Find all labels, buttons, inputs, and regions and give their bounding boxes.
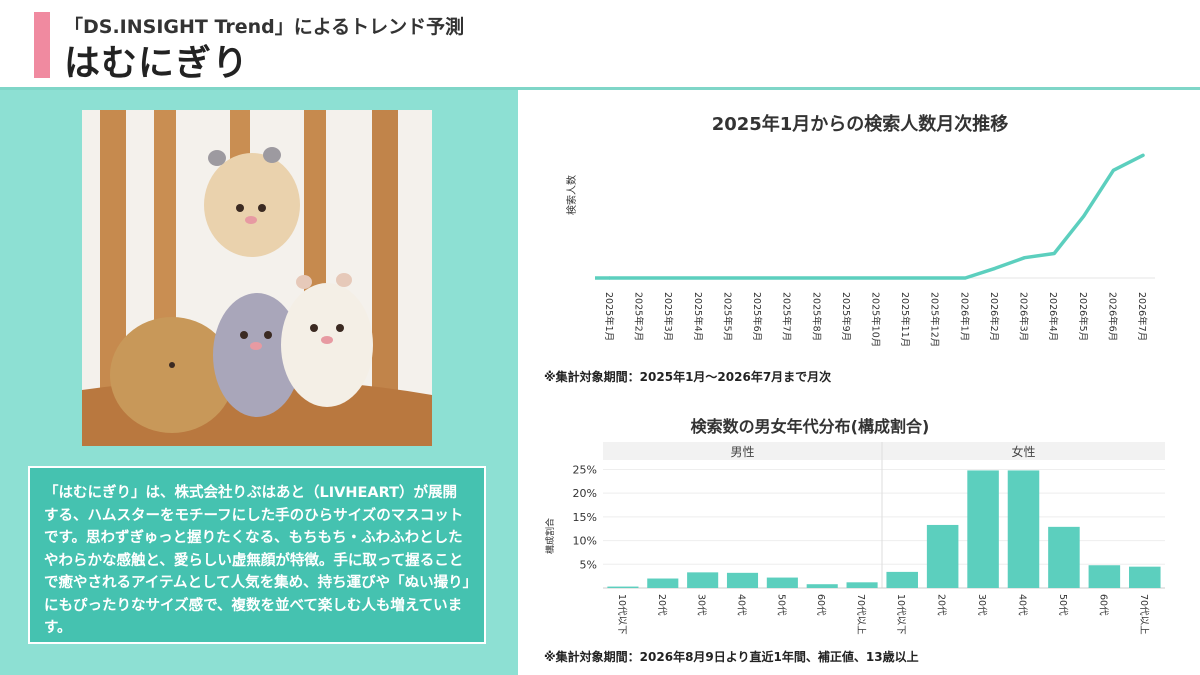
page-title: はむにぎり: [64, 43, 250, 84]
line-x-tick-label: 2026年6月: [1106, 292, 1118, 341]
bar: [926, 524, 959, 588]
bar: [687, 572, 719, 588]
bar-x-tick-label: 50代: [775, 594, 786, 616]
bar-x-tick-label: 60代: [815, 594, 826, 616]
line-x-tick-label: 2025年5月: [721, 292, 733, 341]
page-subtitle: 「DS.INSIGHT Trend」によるトレンド予測: [64, 16, 465, 38]
bar-chart-title: 検索数の男女年代分布(構成割合): [690, 417, 930, 436]
bar-x-tick-label: 10代以下: [616, 594, 627, 635]
line-chart: 検索人数 2025年1月 2025年2月 2025年3月 2025年4月 2025年5月 2…: [565, 153, 1155, 347]
line-x-tick-label: 2025年9月: [840, 292, 852, 341]
line-x-tick-label: 2026年5月: [1077, 292, 1089, 341]
bar-chart-note: ※集計対象期間：2026年8月9日より直近1年間、補正値、13歳以上: [544, 650, 919, 664]
bar-x-tick-label: 30代: [696, 594, 707, 616]
bar-y-tick-label: 15%: [573, 511, 597, 524]
bar: [766, 577, 798, 588]
line-x-tick-label: 2025年12月: [929, 292, 941, 347]
bar-y-tick-label: 10%: [573, 535, 597, 548]
bar-x-tick-label: 70代以上: [1138, 594, 1149, 635]
bar-x-tick-label: 50代: [1057, 594, 1068, 616]
bar-x-tick-label: 10代以下: [895, 594, 906, 635]
line-x-tick-label: 2025年1月: [603, 292, 615, 341]
line-x-tick-label: 2026年3月: [1018, 292, 1030, 341]
facet-label: 女性: [1011, 444, 1035, 459]
line-x-tick-label: 2025年2月: [633, 292, 645, 341]
bar: [607, 586, 639, 588]
line-chart-title: 2025年1月からの検索人数月次推移: [711, 114, 1009, 135]
line-x-tick-label: 2025年8月: [810, 292, 822, 341]
line-x-tick-label: 2026年1月: [958, 292, 970, 341]
line-y-axis-label: 検索人数: [565, 175, 578, 215]
header-divider: [0, 87, 1200, 90]
line-x-tick-label: 2025年6月: [751, 292, 763, 341]
bar-x-tick-label: 20代: [936, 594, 947, 616]
line-x-tick-label: 2025年3月: [662, 292, 674, 341]
line-chart-note: ※集計対象期間：2025年1月～2026年7月まで月次: [544, 370, 832, 384]
bar-y-tick-label: 25%: [573, 463, 597, 476]
bar: [1007, 470, 1040, 588]
bar: [726, 572, 759, 588]
bar: [967, 470, 999, 588]
bar: [846, 582, 878, 588]
bar: [1129, 566, 1161, 588]
page-header: 「DS.INSIGHT Trend」によるトレンド予測 はむにぎり: [0, 0, 1200, 90]
line-x-tick-label: 2026年2月: [988, 292, 1000, 341]
header-accent-bar: [34, 12, 50, 78]
bar: [647, 578, 679, 588]
bar: [1048, 526, 1080, 588]
bar: [1088, 565, 1121, 588]
line-series-path: [608, 153, 1145, 280]
facet-label: 男性: [730, 445, 754, 459]
line-x-tick-label: 2026年4月: [1047, 292, 1059, 341]
description-text: 「はむにぎり」は、株式会社りぶはあと（LIVHEART）が展開する、ハムスターを…: [44, 485, 470, 636]
bar-chart: 構成割合 5% 10% 15% 20% 25% 男性 10代以下 20代 30代 40代 50代 60代…: [544, 442, 1165, 635]
bar-x-tick-label: 40代: [736, 594, 747, 616]
bar-x-tick-label: 40代: [1017, 594, 1028, 616]
bar-y-tick-label: 20%: [573, 487, 597, 500]
bar: [806, 584, 838, 588]
hamster-mascot-illustration: [82, 110, 432, 446]
description-box: 「はむにぎり」は、株式会社りぶはあと（LIVHEART）が展開する、ハムスターを…: [28, 466, 486, 644]
bar-y-axis-label: 構成割合: [544, 518, 556, 554]
line-x-tick-label: 2026年7月: [1136, 292, 1148, 341]
bar-x-tick-label: 30代: [976, 594, 987, 616]
bar-x-tick-label: 20代: [656, 594, 667, 616]
bar: [886, 571, 918, 588]
bar-y-tick-label: 5%: [580, 558, 597, 571]
product-photo: [82, 110, 432, 446]
facet-header-band: [603, 442, 1165, 460]
line-x-tick-label: 2025年4月: [692, 292, 704, 341]
line-x-tick-label: 2025年11月: [899, 292, 911, 347]
line-x-tick-label: 2025年10月: [870, 292, 882, 347]
bar-x-tick-label: 70代以上: [855, 594, 866, 635]
bar-x-tick-label: 60代: [1097, 594, 1108, 616]
line-x-tick-label: 2025年7月: [781, 292, 793, 341]
